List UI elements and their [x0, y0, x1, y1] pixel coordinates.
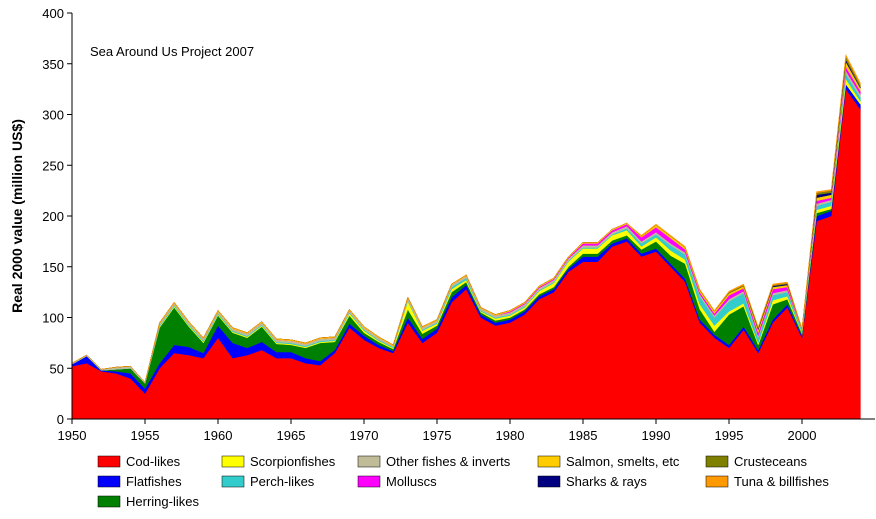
y-tick-label: 400: [42, 6, 64, 21]
y-tick-label: 300: [42, 108, 64, 123]
legend-swatch: [705, 455, 729, 468]
legend-swatch: [537, 455, 561, 468]
legend-swatch: [97, 475, 121, 488]
legend-label: Perch-likes: [250, 474, 315, 489]
legend-label: Molluscs: [386, 474, 437, 489]
y-tick-label: 200: [42, 209, 64, 224]
x-tick-label: 1970: [350, 428, 379, 443]
legend-swatch: [357, 475, 381, 488]
legend-swatch: [221, 475, 245, 488]
y-axis-label: Real 2000 value (million US$): [9, 119, 25, 313]
area: [71, 88, 861, 420]
legend-swatch: [705, 475, 729, 488]
annotation: Sea Around Us Project 2007: [90, 44, 254, 59]
x-tick-label: 1995: [715, 428, 744, 443]
legend-swatch: [537, 475, 561, 488]
y-tick-label: 250: [42, 158, 64, 173]
legend-label: Sharks & rays: [566, 474, 647, 489]
y-tick-label: 0: [57, 412, 64, 427]
legend-label: Herring-likes: [126, 494, 199, 509]
y-tick-label: 150: [42, 260, 64, 275]
legend-label: Crusteceans: [734, 454, 807, 469]
x-tick-label: 2000: [788, 428, 817, 443]
y-tick-label: 350: [42, 57, 64, 72]
x-tick-label: 1985: [569, 428, 598, 443]
legend-label: Flatfishes: [126, 474, 182, 489]
x-tick-label: 1980: [496, 428, 525, 443]
legend-swatch: [221, 455, 245, 468]
area: [71, 53, 861, 384]
x-tick-label: 1955: [131, 428, 160, 443]
x-tick-label: 1950: [58, 428, 87, 443]
legend-label: Cod-likes: [126, 454, 181, 469]
y-tick-label: 100: [42, 311, 64, 326]
x-tick-label: 1990: [642, 428, 671, 443]
x-tick-label: 1965: [277, 428, 306, 443]
legend-label: Tuna & billfishes: [734, 474, 829, 489]
legend-label: Salmon, smelts, etc: [566, 454, 680, 469]
legend-label: Scorpionfishes: [250, 454, 336, 469]
legend-swatch: [97, 455, 121, 468]
legend-swatch: [357, 455, 381, 468]
x-tick-label: 1975: [423, 428, 452, 443]
legend-label: Other fishes & inverts: [386, 454, 511, 469]
legend-swatch: [97, 495, 121, 508]
y-tick-label: 50: [50, 361, 64, 376]
x-tick-label: 1960: [204, 428, 233, 443]
